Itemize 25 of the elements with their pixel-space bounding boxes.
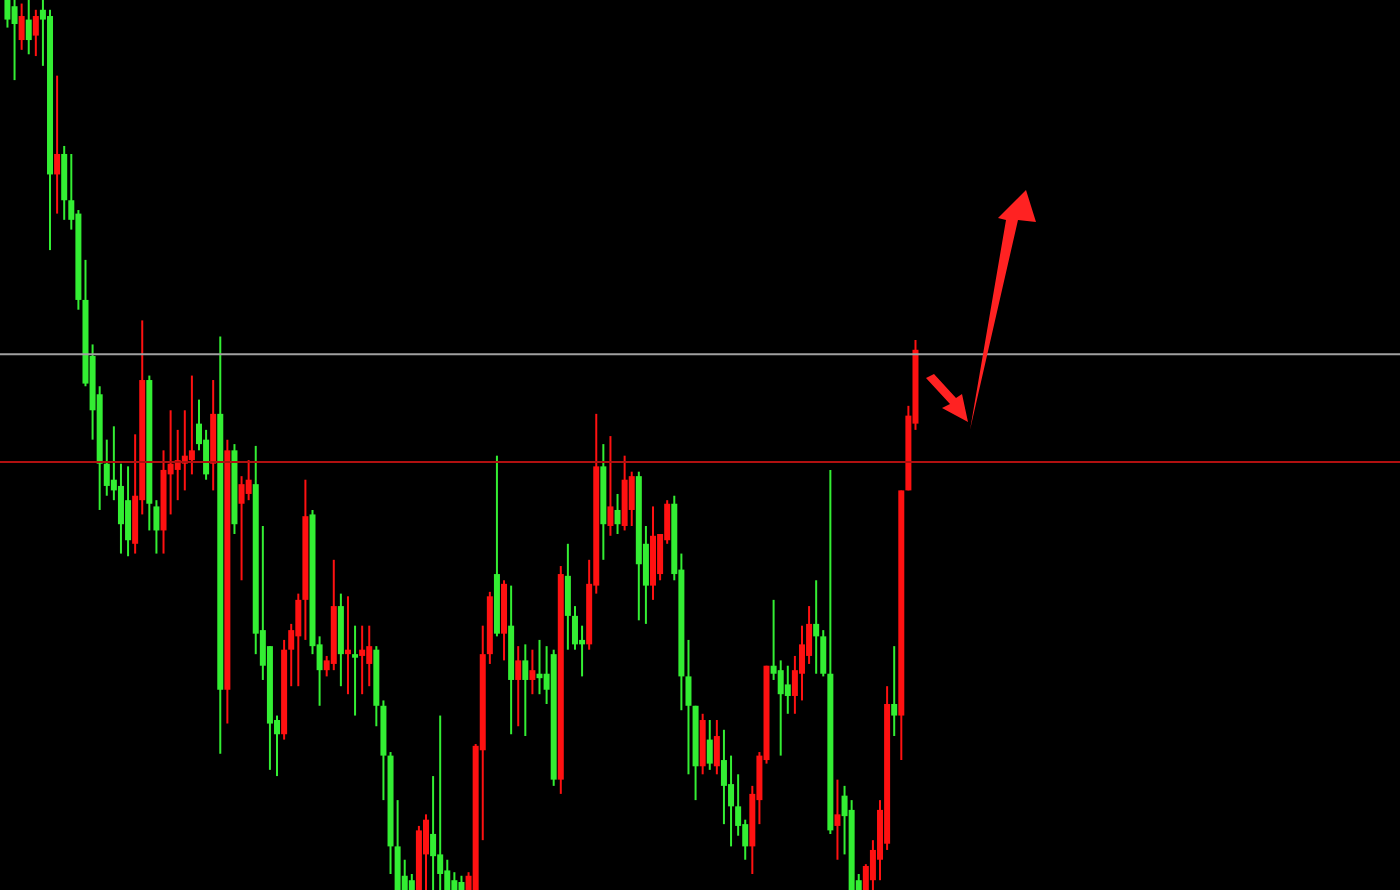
candlestick — [4, 0, 11, 29]
candlestick — [25, 0, 32, 56]
candlestick — [522, 643, 529, 738]
candlestick — [699, 712, 706, 776]
candlestick — [437, 714, 444, 890]
candlestick — [11, 0, 18, 82]
candlestick — [352, 624, 359, 717]
candlestick — [621, 454, 628, 532]
candlestick — [125, 465, 132, 558]
candlestick — [18, 2, 25, 51]
candlestick — [813, 579, 820, 675]
candlestick — [706, 719, 713, 771]
candlestick — [32, 8, 39, 58]
candlestick — [359, 624, 366, 696]
candlestick — [607, 435, 614, 537]
candlestick — [891, 645, 898, 738]
candlestick — [834, 778, 841, 861]
candlestick — [614, 492, 621, 535]
candlestick — [564, 542, 571, 651]
candlestick — [515, 645, 522, 728]
candlestick — [423, 813, 429, 890]
candlestick — [713, 719, 720, 776]
candlestick — [366, 624, 373, 688]
candlestick — [529, 648, 536, 696]
candlestick — [54, 74, 61, 215]
